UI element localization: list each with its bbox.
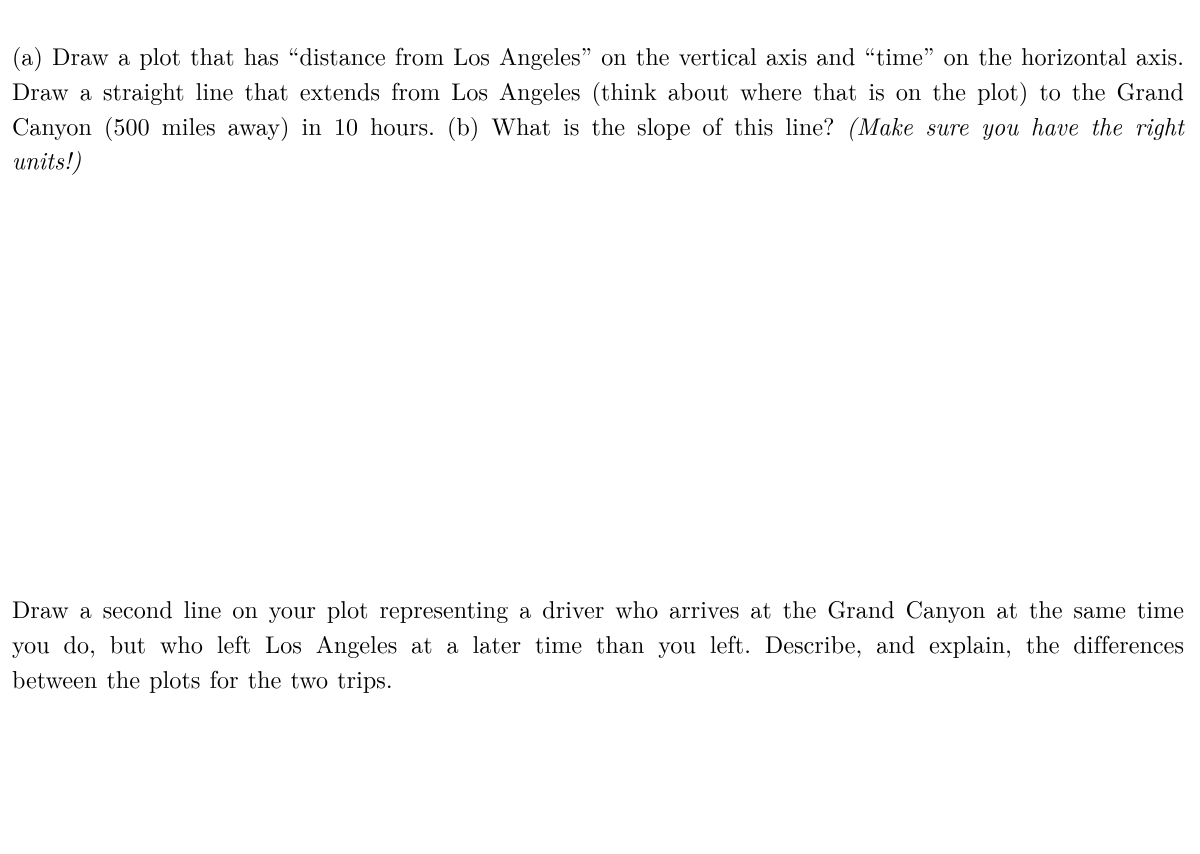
document-page: (a) Draw a plot that has “distance from … xyxy=(0,0,1200,696)
problem-second-line-text: Draw a second line on your plot represen… xyxy=(12,591,1184,695)
answer-space xyxy=(12,177,1184,567)
paragraph-second-line: Draw a second line on your plot represen… xyxy=(12,591,1184,695)
paragraph-a-b: (a) Draw a plot that has “distance from … xyxy=(12,38,1184,177)
